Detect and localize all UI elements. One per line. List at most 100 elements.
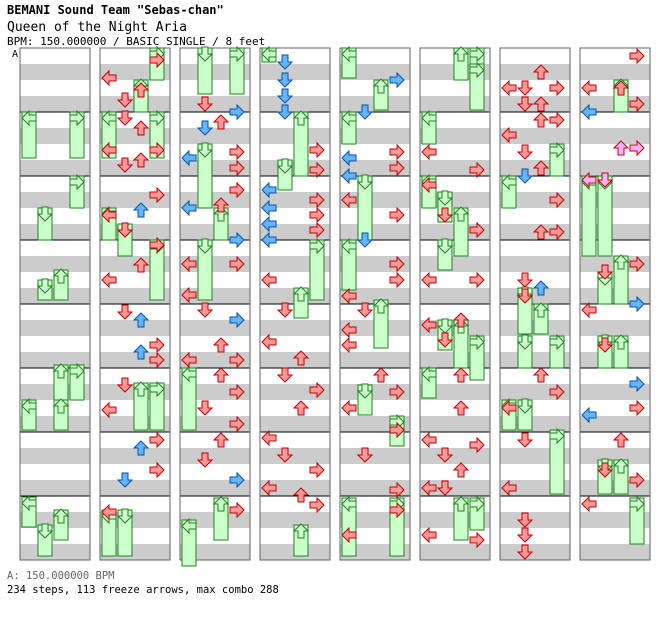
- step-arrow: [549, 79, 565, 97]
- step-arrow: [581, 406, 597, 424]
- step-arrow: [421, 316, 437, 334]
- step-arrow: [276, 54, 294, 70]
- freeze-arrow: [372, 78, 390, 94]
- step-arrow: [612, 432, 630, 448]
- freeze-arrow: [452, 206, 470, 222]
- freeze-arrow: [516, 334, 534, 350]
- freeze-arrow: [69, 173, 85, 191]
- step-arrow: [596, 337, 614, 353]
- step-arrow: [629, 375, 645, 393]
- step-arrow: [229, 143, 245, 161]
- freeze-arrow: [549, 333, 565, 351]
- freeze-arrow: [436, 190, 454, 206]
- freeze-arrow: [421, 109, 437, 127]
- step-arrow: [452, 462, 470, 478]
- step-arrow: [389, 206, 405, 224]
- step-arrow: [132, 202, 150, 218]
- freeze-arrow: [21, 109, 37, 127]
- freeze-arrow: [276, 158, 294, 174]
- freeze-arrow: [149, 380, 165, 398]
- step-arrow: [101, 69, 117, 87]
- step-arrow: [132, 120, 150, 136]
- step-arrow: [229, 471, 245, 489]
- step-arrow: [229, 181, 245, 199]
- step-arrow: [309, 141, 325, 159]
- step-arrow: [116, 157, 134, 173]
- step-arrow: [261, 199, 277, 217]
- step-arrow: [181, 149, 197, 167]
- step-arrow: [212, 367, 230, 383]
- step-arrow: [596, 462, 614, 478]
- step-arrow: [116, 304, 134, 320]
- step-arrow: [581, 103, 597, 121]
- step-arrow: [421, 526, 437, 544]
- step-arrow: [421, 479, 437, 497]
- step-arrow: [516, 80, 534, 96]
- step-arrow: [629, 399, 645, 417]
- step-arrow: [389, 271, 405, 289]
- freeze-arrow: [261, 45, 277, 63]
- step-arrow: [309, 496, 325, 514]
- step-arrow: [212, 197, 230, 213]
- step-arrow: [261, 429, 277, 447]
- step-arrow: [101, 141, 117, 159]
- step-arrow: [341, 287, 357, 305]
- step-arrow: [229, 351, 245, 369]
- step-arrow: [549, 383, 565, 401]
- step-arrow: [581, 79, 597, 97]
- freeze-arrow: [149, 109, 165, 127]
- step-arrow: [596, 172, 614, 188]
- step-arrow: [276, 104, 294, 120]
- step-arrow: [149, 351, 165, 369]
- step-arrow: [229, 311, 245, 329]
- step-arrow: [101, 271, 117, 289]
- step-arrow: [389, 421, 405, 439]
- freeze-arrow: [452, 46, 470, 62]
- step-arrow: [549, 223, 565, 241]
- step-arrow: [469, 271, 485, 289]
- step-arrow: [341, 399, 357, 417]
- freeze-arrow: [516, 398, 534, 414]
- freeze-arrow: [436, 238, 454, 254]
- step-arrow: [132, 440, 150, 456]
- step-arrow: [516, 96, 534, 112]
- step-arrow: [356, 104, 374, 120]
- freeze-arrow: [196, 46, 214, 62]
- step-arrow: [229, 103, 245, 121]
- step-arrow: [452, 400, 470, 416]
- artist-name: BEMANI Sound Team "Sebas-chan": [7, 3, 224, 17]
- step-arrow: [181, 286, 197, 304]
- step-arrow: [116, 377, 134, 393]
- step-arrow: [421, 431, 437, 449]
- freeze-arrow: [469, 61, 485, 79]
- freeze-arrow: [372, 298, 390, 314]
- step-arrow: [452, 367, 470, 383]
- step-arrow: [132, 312, 150, 328]
- step-arrow: [469, 221, 485, 239]
- step-arrow: [629, 95, 645, 113]
- freeze-arrow: [309, 237, 325, 255]
- step-arrow: [341, 526, 357, 544]
- step-arrow: [196, 96, 214, 112]
- step-arrow: [436, 207, 454, 223]
- chart-stats: 234 steps, 113 freeze arrows, max combo …: [7, 584, 279, 596]
- step-arrow: [276, 367, 294, 383]
- freeze-arrow: [292, 110, 310, 126]
- step-arrow: [389, 383, 405, 401]
- step-arrow: [612, 140, 630, 156]
- step-arrow: [581, 171, 597, 189]
- step-arrow: [261, 333, 277, 351]
- step-arrow: [196, 120, 214, 136]
- step-arrow: [421, 143, 437, 161]
- step-arrow: [101, 401, 117, 419]
- freeze-arrow: [549, 427, 565, 445]
- step-arrow: [516, 144, 534, 160]
- step-arrow: [149, 141, 165, 159]
- freeze-arrow: [292, 286, 310, 302]
- step-arrow: [149, 186, 165, 204]
- step-arrow: [532, 280, 550, 296]
- step-arrow: [229, 415, 245, 433]
- step-arrow: [596, 264, 614, 280]
- step-arrow: [629, 255, 645, 273]
